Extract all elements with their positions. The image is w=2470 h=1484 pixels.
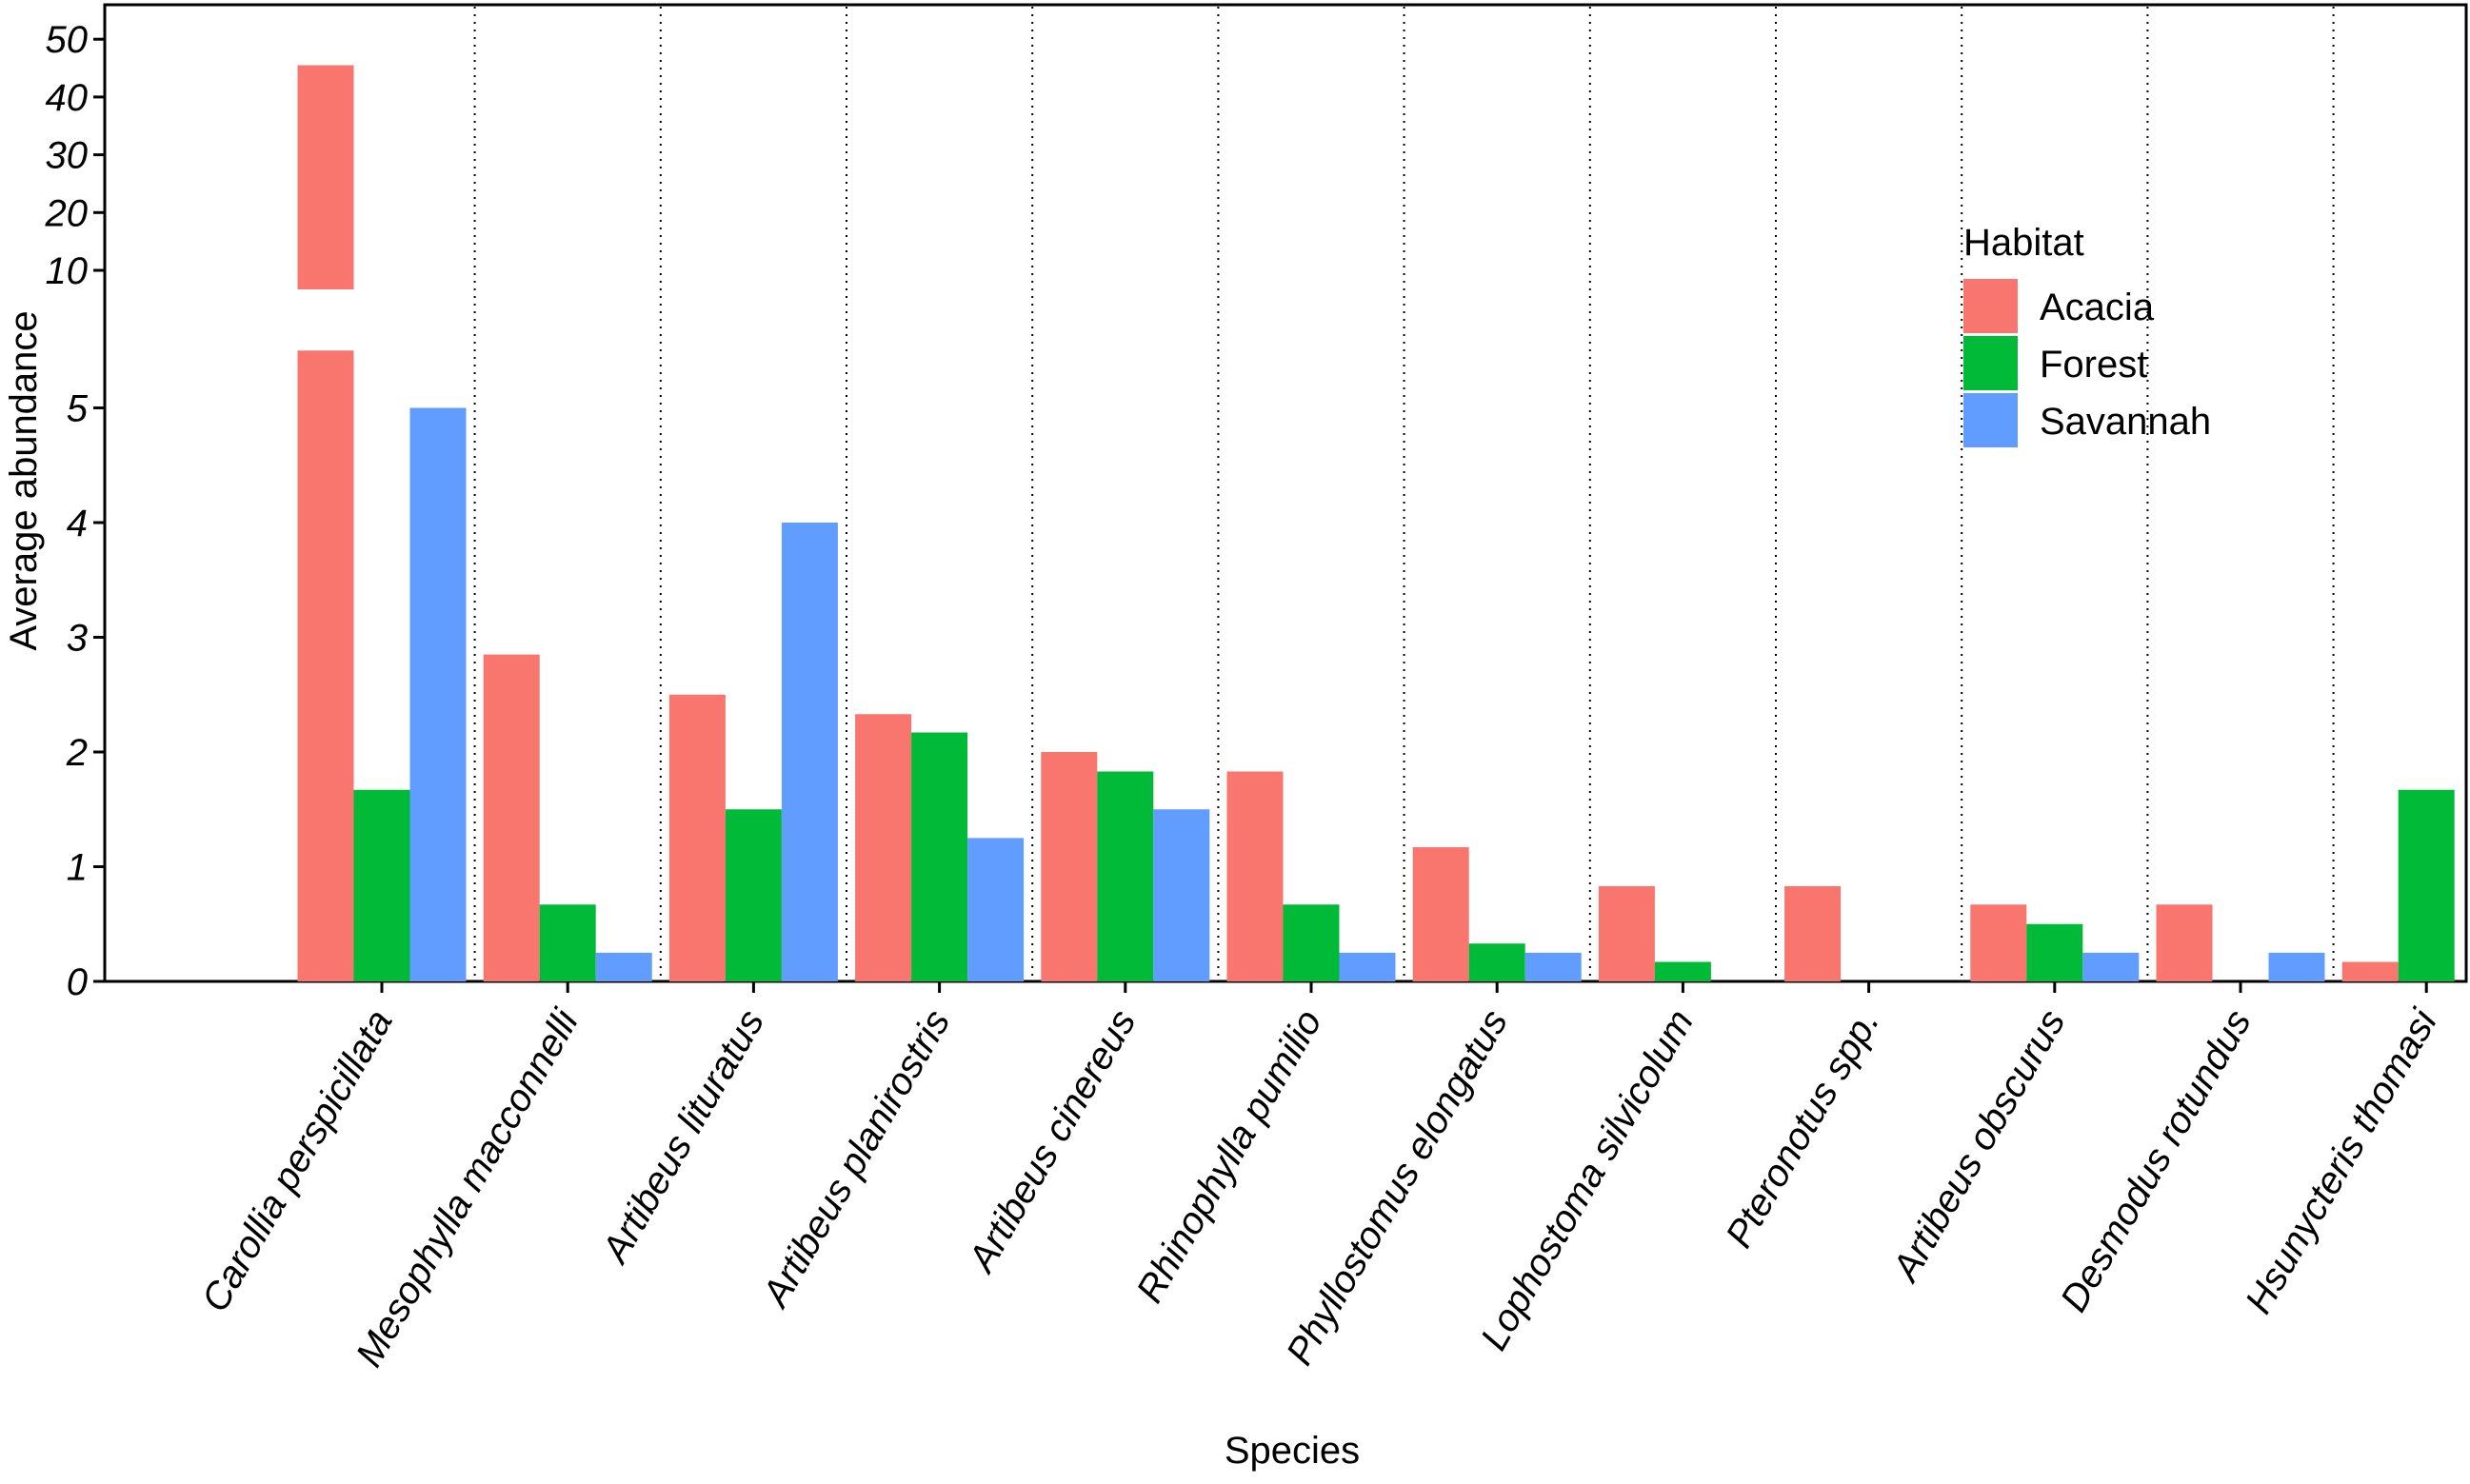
y-tick-label: 1 [67,847,88,889]
bars [297,65,2455,981]
x-tick-label: Rhinophylla pumilio [1128,1003,1330,1310]
y-tick-label: 2 [66,732,88,774]
bar-savannah [2082,952,2140,981]
bar-acacia [483,654,540,981]
y-tick-label: 30 [46,135,89,177]
bar-acacia [1598,885,1655,981]
bar-acacia-upper [297,65,354,289]
y-tick-label: 4 [67,503,88,544]
bar-forest [353,789,410,981]
bar-acacia [1784,885,1842,981]
legend-label-forest: Forest [2040,344,2147,386]
bar-savannah [1153,809,1210,981]
bar-forest [1097,771,1154,981]
y-tick-label: 5 [67,388,89,430]
y-tick-label: 0 [67,961,88,1003]
legend: Habitat Acacia Forest Savannah [1963,222,2211,447]
bar-acacia [1041,752,1098,981]
bar-forest [911,732,968,981]
bar-forest [1283,904,1340,981]
y-axis-title: Average abundance [3,310,45,650]
y-tick-label: 3 [67,618,88,660]
x-tick-label: Artibeus cinereus [960,1003,1145,1280]
x-tick-label: Carollia perspicillata [194,1003,401,1319]
bar-savannah [2268,952,2325,981]
bar-forest [2026,923,2083,981]
bar-savannah [781,523,838,981]
bar-acacia-lower [297,350,354,981]
bar-savannah [1339,952,1396,981]
bar-acacia [668,694,726,981]
bar-acacia [1412,847,1469,981]
bar-acacia [855,714,912,981]
x-axis-title: Species [1225,1430,1360,1472]
y-tick-label: 40 [46,77,89,119]
bar-savannah [595,952,652,981]
bar-forest [2398,789,2455,981]
bar-acacia [1970,904,2027,981]
y-tick-label: 20 [45,192,89,234]
bar-forest [1654,961,1711,981]
y-tick-label: 50 [46,19,89,61]
bar-acacia [2156,904,2213,981]
species-separators [473,7,2335,981]
legend-title: Habitat [1963,222,2084,264]
legend-swatch-forest [1963,336,2018,390]
legend-items: Acacia Forest Savannah [1963,279,2211,447]
bar-acacia [1226,771,1284,981]
x-tick-label: Lophostoma silvicolum [1473,1003,1702,1357]
legend-swatch-savannah [1963,393,2018,447]
bar-savannah [1524,952,1582,981]
bar-savannah [409,407,467,981]
bar-forest [1468,943,1525,981]
bar-savannah [967,838,1025,981]
x-tick-label: Artibeus planirostris [754,1003,959,1316]
bar-forest [725,809,782,981]
y-axis: 0 1 2 3 4 5 10 20 30 40 50 [45,19,105,1003]
x-tick-label: Phyllostomus elongatus [1279,1003,1516,1373]
x-tick-label: Hsunycteris thomasi [2238,1002,2446,1321]
x-tick-label: Artibeus lituratus [593,1003,772,1272]
bar-forest [539,904,596,981]
legend-swatch-acacia [1963,279,2018,333]
legend-label-savannah: Savannah [2040,401,2211,443]
bar-acacia [2341,961,2399,981]
x-tick-label: Pteronotus spp. [1718,1003,1887,1256]
y-tick-label: 10 [46,250,89,292]
x-tick-label: Desmodus rotundus [2053,1003,2260,1319]
x-tick-label: Mesophylla macconnelli [349,1002,588,1375]
legend-label-acacia: Acacia [2040,287,2155,328]
x-tick-label: Artibeus obscurus [1883,1003,2073,1290]
